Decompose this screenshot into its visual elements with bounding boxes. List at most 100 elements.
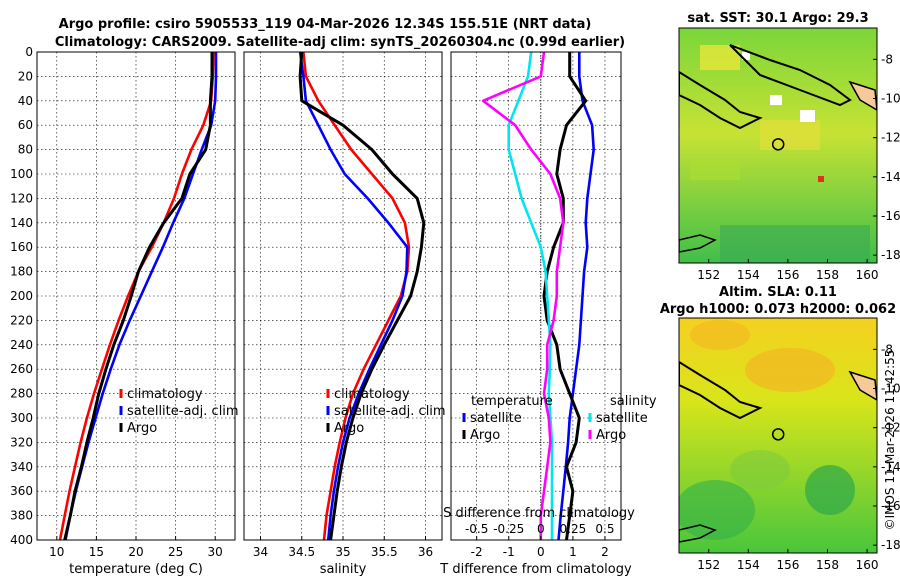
sst-patches [679, 44, 877, 263]
s-tick-label: -0.5 [465, 522, 488, 536]
map-y-tick-label: -10 [881, 382, 900, 396]
map-x-tick-label: 156 [776, 558, 799, 572]
map-x-tick-label: 160 [856, 268, 879, 282]
sst-map-title: sat. SST: 30.1 Argo: 29.3 [687, 11, 868, 26]
map-x-tick-label: 154 [737, 268, 760, 282]
depth-tick-label: 260 [10, 362, 33, 376]
sla-map: Altim. SLA: 0.11 Argo h1000: 0.073 h2000… [660, 285, 900, 572]
map-x-tick-label: 156 [776, 268, 799, 282]
map-y-tick-label: -10 [881, 92, 900, 106]
series-climatology [302, 51, 411, 541]
sla-argo-marker [771, 428, 785, 441]
series-argo [63, 52, 214, 541]
depth-tick-label: 100 [10, 167, 33, 181]
depth-tick-label: 280 [10, 387, 33, 401]
legend-label: Argo [470, 428, 500, 443]
legend-label: satellite [470, 411, 522, 426]
series-s-argo [481, 51, 565, 540]
s-tick-label: 0 [537, 522, 545, 536]
map-y-tick-label: -12 [881, 421, 900, 435]
depth-tick-label: 240 [10, 338, 33, 352]
depth-tick-label: 360 [10, 484, 33, 498]
x-axis-label: T difference from climatology [439, 562, 632, 577]
s-tick-label: 0.5 [595, 522, 614, 536]
title-line1: Argo profile: csiro 5905533_119 04-Mar-2… [59, 17, 592, 32]
map-x-tick-label: 158 [816, 268, 839, 282]
salinity-plot: 34 34.5 35 35.5 36 salinity climatology satelli… [243, 51, 446, 577]
map-y-tick-label: -8 [881, 342, 893, 356]
x-tick-label: 10 [49, 545, 64, 559]
legend-label: Argo [334, 421, 364, 436]
x-tick-label: -1 [503, 545, 515, 559]
legend-label: Argo [596, 428, 626, 443]
map-x-tick-label: 154 [737, 558, 760, 572]
plot-frame [450, 51, 622, 541]
depth-tick-label: 220 [10, 313, 33, 327]
x-tick-label: 35.5 [371, 545, 398, 559]
map-y-tick-label: -16 [881, 499, 900, 513]
series-t-satellite [557, 52, 595, 541]
x-tick-label: 36 [418, 545, 433, 559]
map-x-tick-label: 152 [697, 268, 720, 282]
legend-label: satellite-adj. clim [127, 404, 239, 419]
x-tick-label: 15 [89, 545, 104, 559]
series-climatology [58, 51, 215, 541]
depth-tick-label: 400 [10, 533, 33, 547]
sst-map-ticks: 152 154 156 158 160 -8 -10 -12 -14 -16 -18 [697, 52, 900, 282]
depth-tick-label: 180 [10, 265, 33, 279]
depth-tick-label: 60 [18, 118, 33, 132]
legend-label: satellite [596, 411, 648, 426]
depth-tick-label: 380 [10, 509, 33, 523]
map-y-tick-label: -14 [881, 170, 900, 184]
x-tick-label: 1 [569, 545, 577, 559]
map-y-tick-label: -12 [881, 131, 900, 145]
map-y-tick-label: -8 [881, 52, 893, 66]
map-y-tick-label: -18 [881, 538, 900, 552]
sla-patches [679, 320, 877, 543]
series-argo [298, 51, 426, 541]
depth-tick-label: 140 [10, 216, 33, 230]
difference-plot: -2 -1 0 1 2 T difference from climatology temp… [439, 51, 657, 577]
depth-tick-label: 20 [18, 69, 33, 83]
depth-tick-label: 40 [18, 94, 33, 108]
watermark: ©IMOS 11-Mar-2026 11:42:55 [883, 350, 897, 531]
map-x-tick-label: 152 [697, 558, 720, 572]
temperature-plot: 10 15 20 25 30 temperature (deg C) 0 20 40 60 80 10… [10, 45, 239, 577]
x-axis-label: salinity [320, 562, 367, 577]
sst-argo-marker [771, 138, 785, 151]
sst-map-frame [678, 27, 878, 264]
x-tick-label: 34 [253, 545, 268, 559]
s-tick-label: -0.25 [493, 522, 524, 536]
x-tick-label: -2 [471, 545, 483, 559]
depth-tick-label: 340 [10, 460, 33, 474]
sst-map: sat. SST: 30.1 Argo: 29.3 152 154 156 158 16… [678, 11, 900, 282]
depth-tick-label: 0 [25, 45, 33, 59]
x-tick-label: 35 [335, 545, 350, 559]
legend-label: satellite-adj. clim [334, 404, 446, 419]
x-tick-label: 30 [208, 545, 223, 559]
x-tick-label: 2 [601, 545, 609, 559]
map-x-tick-label: 158 [816, 558, 839, 572]
sla-map-ticks: 152 154 156 158 160 -8 -10 -12 -14 -16 -18 [697, 342, 900, 572]
legend-title-salinity: salinity [610, 394, 657, 409]
legend-label: Argo [127, 421, 157, 436]
x-tick-label: 20 [128, 545, 143, 559]
x-tick-label: 0 [537, 545, 545, 559]
s-tick-label: 0.25 [560, 522, 587, 536]
depth-tick-label: 200 [10, 289, 33, 303]
depth-tick-label: 160 [10, 240, 33, 254]
legend-title-temperature: temperature [471, 394, 553, 409]
depth-tick-label: 80 [18, 143, 33, 157]
x-tick-label: 25 [168, 545, 183, 559]
s-axis-label: S difference from climatology [443, 506, 635, 521]
depth-tick-label: 300 [10, 411, 33, 425]
legend-label: climatology [334, 387, 410, 402]
series-t-argo [542, 52, 588, 541]
map-y-tick-label: -18 [881, 248, 900, 262]
map-y-tick-label: -14 [881, 460, 900, 474]
sla-map-frame [678, 317, 878, 554]
map-x-tick-label: 160 [856, 558, 879, 572]
sla-map-subtitle: Argo h1000: 0.073 h2000: 0.062 [660, 302, 896, 317]
x-tick-label: 34.5 [288, 545, 315, 559]
depth-tick-label: 120 [10, 191, 33, 205]
